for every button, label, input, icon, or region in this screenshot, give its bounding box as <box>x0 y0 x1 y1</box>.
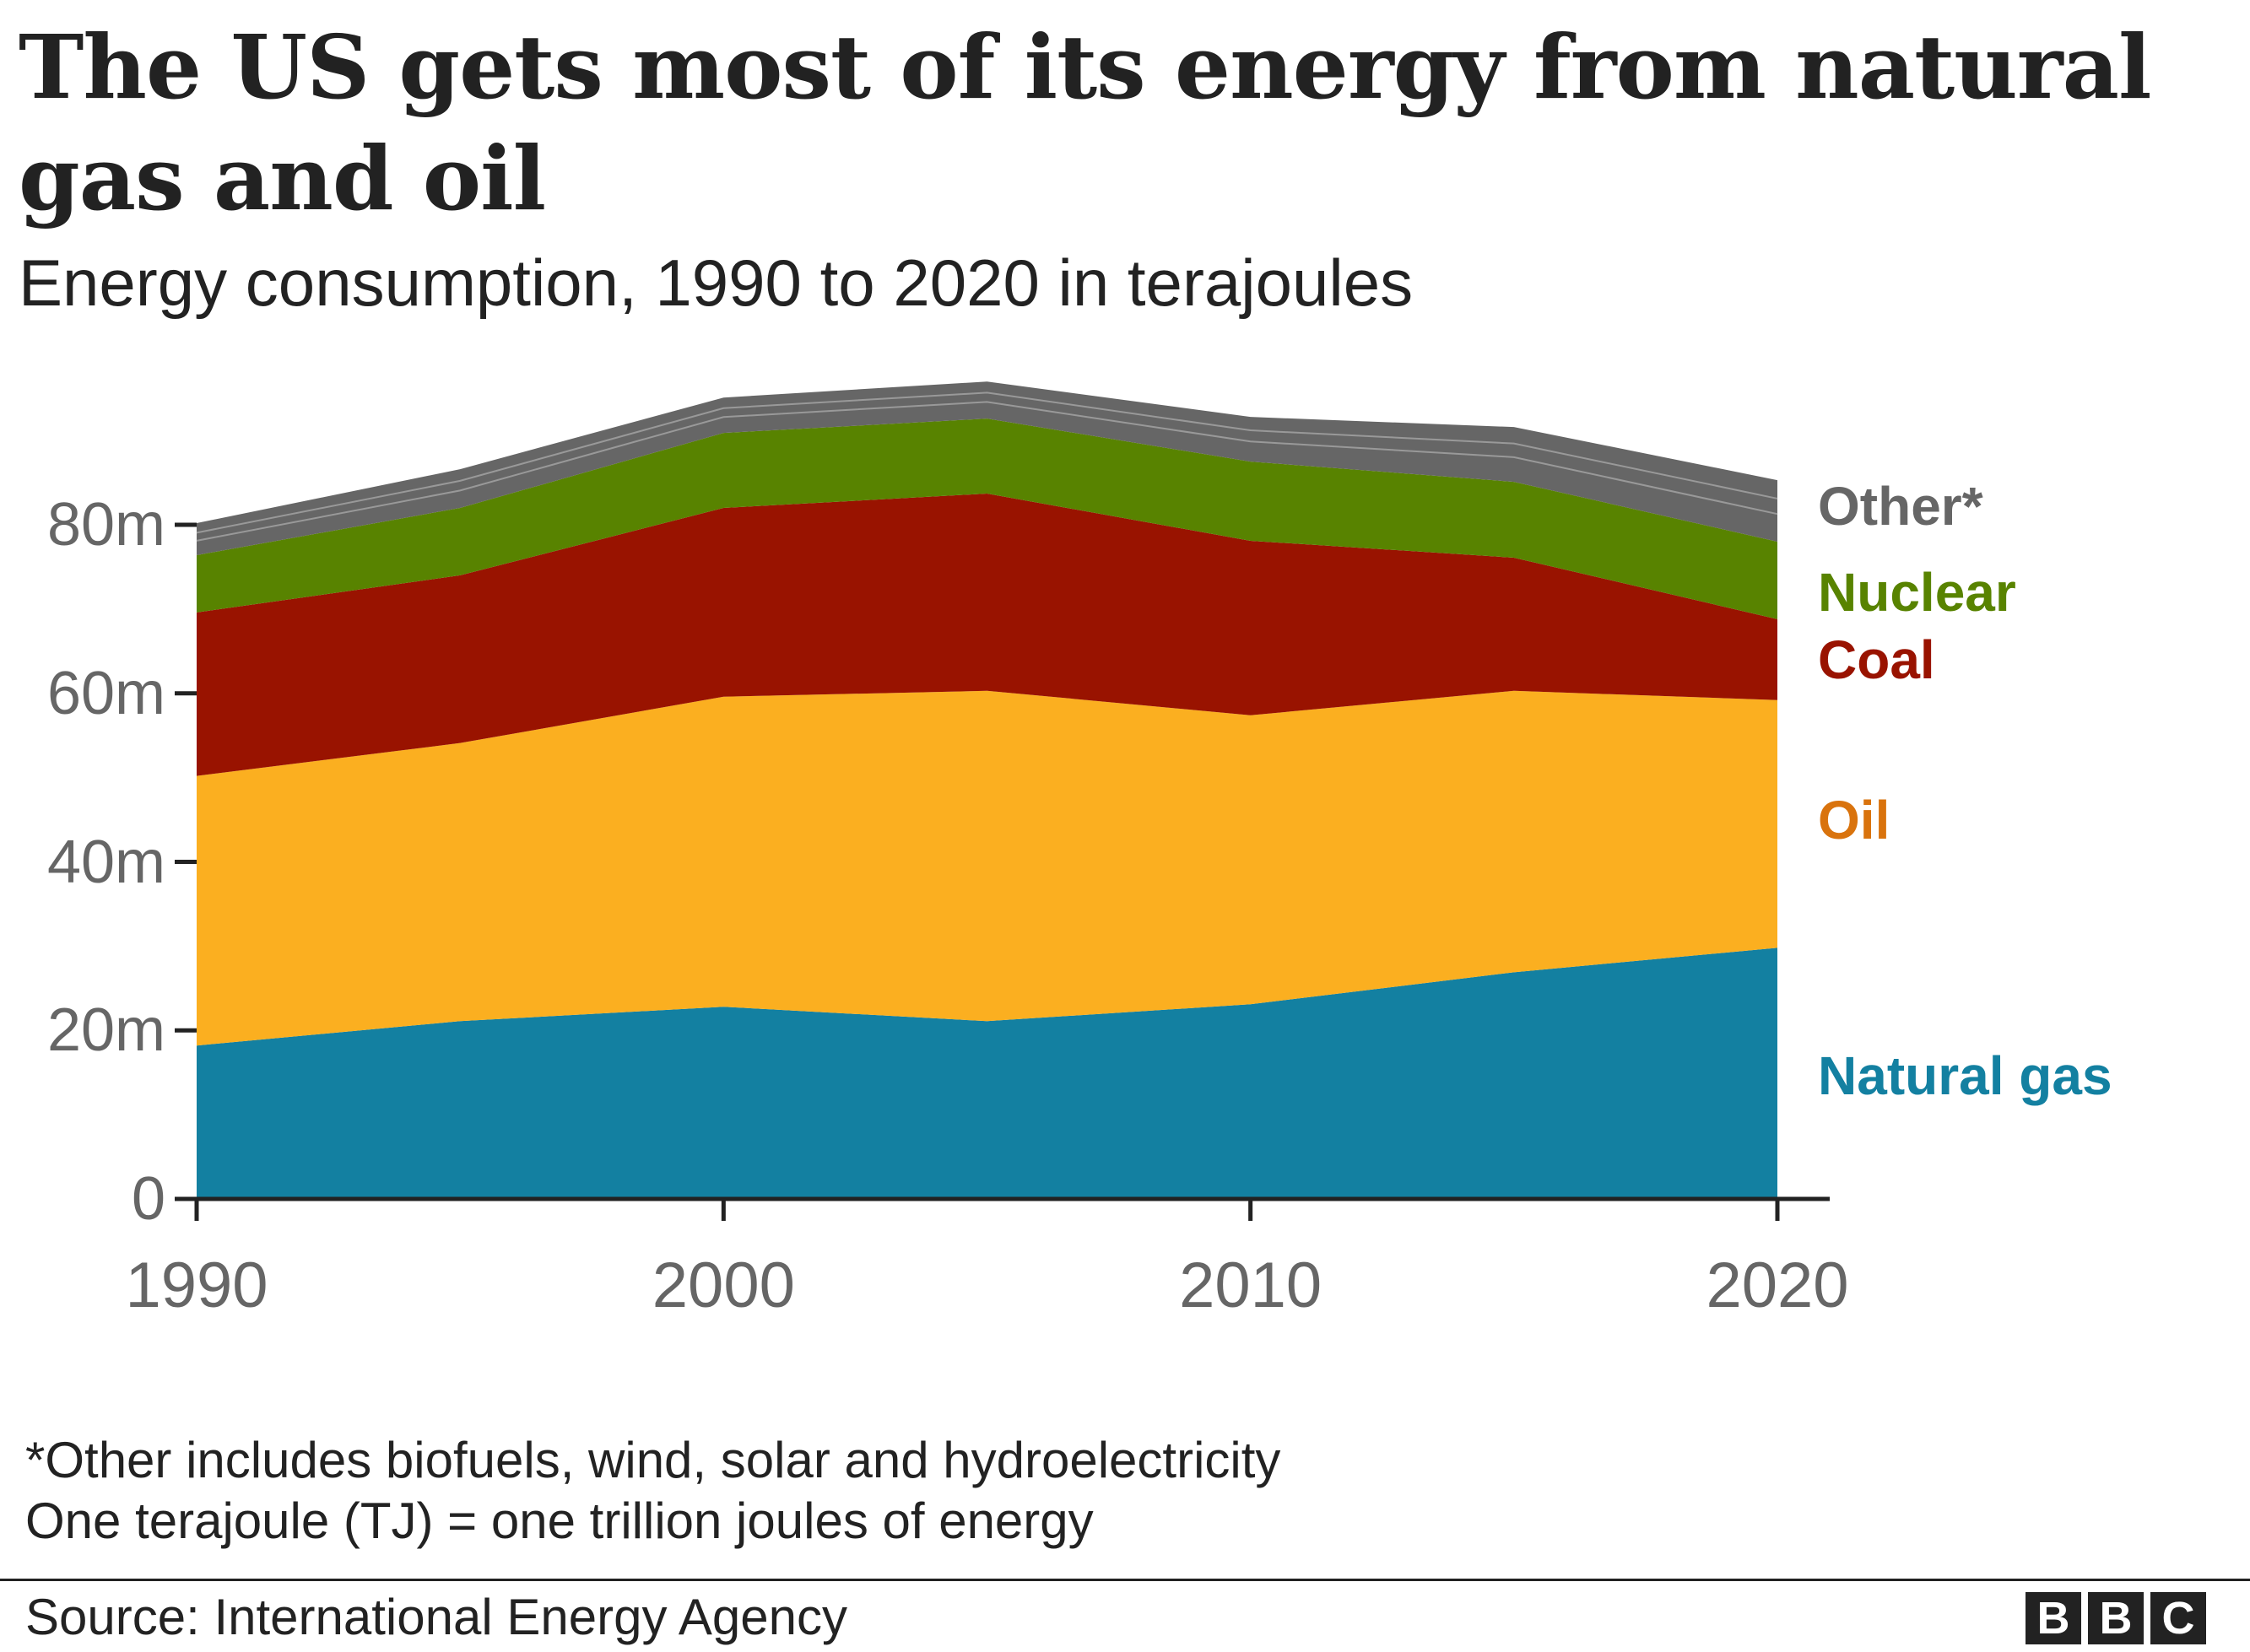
footer-divider <box>0 1579 2250 1581</box>
x-tick-label: 2020 <box>1706 1250 1849 1321</box>
footnote-other: *Other includes biofuels, wind, solar an… <box>25 1432 1281 1488</box>
bbc-logo-letter: C <box>2150 1592 2206 1644</box>
x-tick-label: 1990 <box>125 1250 268 1321</box>
x-tick-label: 2000 <box>652 1250 795 1321</box>
other-subcategory-divider <box>196 401 1778 542</box>
area-coal <box>197 494 1777 776</box>
area-other <box>197 381 1777 555</box>
y-tick-label: 40m <box>46 828 165 896</box>
other-subcategory-divider <box>196 391 1778 534</box>
y-tick-label: 80m <box>46 491 165 559</box>
series-label: Oil <box>1818 790 1890 850</box>
series-label: Nuclear <box>1818 562 2016 623</box>
footnote-terajoule: One terajoule (TJ) = one trillion joules… <box>25 1493 1094 1549</box>
bbc-logo-letter: B <box>2026 1592 2081 1644</box>
x-tick-label: 2010 <box>1179 1250 1322 1321</box>
y-tick-label: 0 <box>131 1165 165 1233</box>
chart-title: The US gets most of its energy from natu… <box>19 15 2151 230</box>
series-label: Natural gas <box>1818 1045 2112 1106</box>
bbc-logo-letter: B <box>2088 1592 2144 1644</box>
source-text: Source: International Energy Agency <box>25 1589 847 1645</box>
series-label: Other* <box>1818 476 1983 537</box>
y-tick-label: 60m <box>46 659 165 727</box>
area-oil <box>197 690 1777 1046</box>
area-natural-gas <box>197 947 1777 1199</box>
series-label: Coal <box>1818 629 1935 690</box>
area-nuclear <box>197 418 1777 619</box>
y-tick-label: 20m <box>46 996 165 1065</box>
bbc-logo: B B C <box>2026 1592 2206 1644</box>
chart-subtitle: Energy consumption, 1990 to 2020 in tera… <box>19 246 1414 320</box>
